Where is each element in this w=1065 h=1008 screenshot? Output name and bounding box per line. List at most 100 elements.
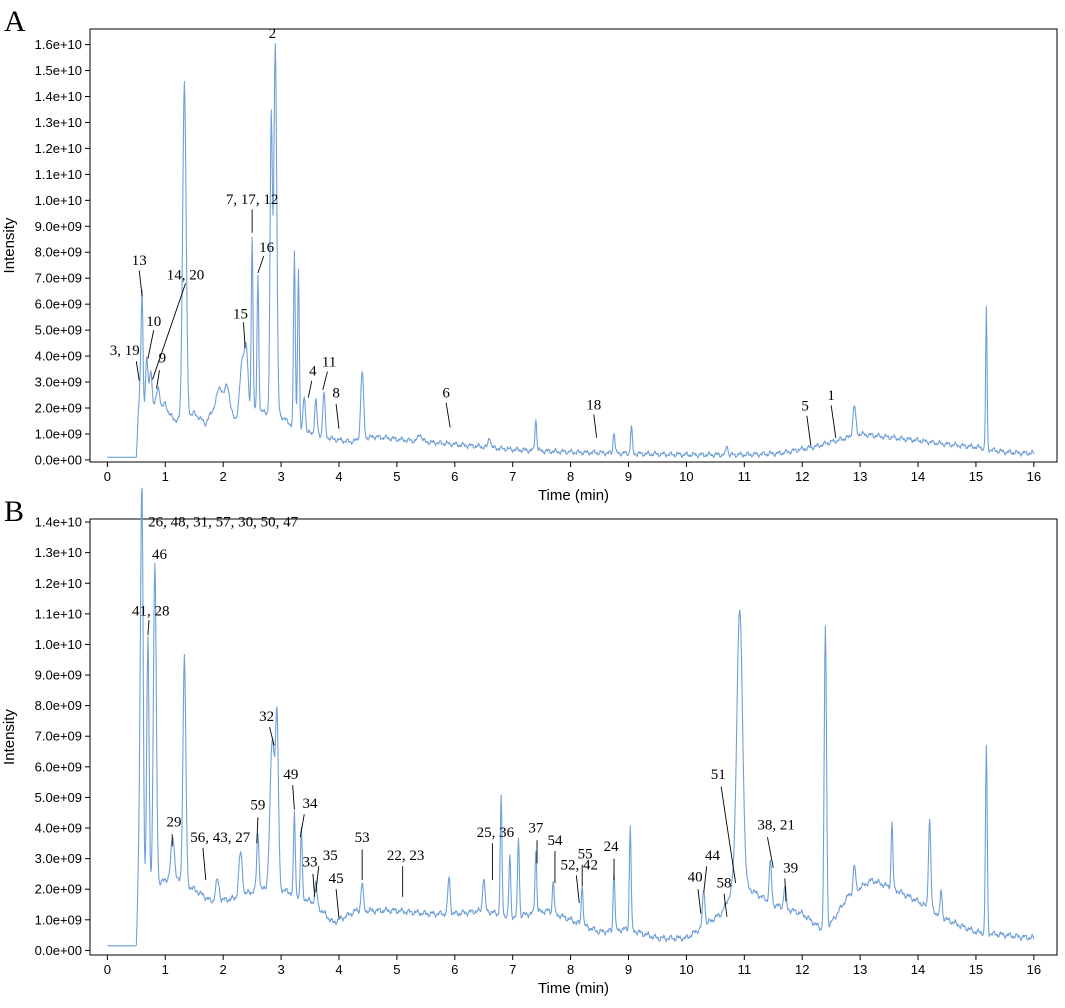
peak-leader-line xyxy=(575,875,580,904)
y-tick-label: 5.0e+09 xyxy=(35,323,82,338)
y-tick-label: 7.0e+09 xyxy=(35,271,82,286)
y-tick-label: 7.0e+09 xyxy=(35,729,82,744)
peak-label: 25, 36 xyxy=(477,825,515,841)
y-tick-label: 1.5e+10 xyxy=(35,63,82,78)
peak-label: 46 xyxy=(152,547,168,563)
peak-label: 3, 19 xyxy=(110,343,140,359)
peak-label: 40 xyxy=(688,870,703,886)
y-tick-label: 1.0e+10 xyxy=(35,193,82,208)
y-tick-label: 1.0e+10 xyxy=(35,637,82,652)
y-tick-label: 0.0e+00 xyxy=(35,452,82,467)
y-tick-label: 1.1e+10 xyxy=(35,167,82,182)
x-axis-title: Time (min) xyxy=(538,487,609,504)
y-tick-label: 1.3e+10 xyxy=(35,545,82,560)
x-tick-label: 5 xyxy=(393,962,400,977)
peak-leader-line xyxy=(723,893,728,917)
peak-leader-line xyxy=(257,255,265,274)
x-tick-label: 0 xyxy=(104,469,111,484)
peak-label: 18 xyxy=(586,397,601,413)
peak-label: 24 xyxy=(604,839,620,855)
y-tick-label: 2.0e+09 xyxy=(35,401,82,416)
x-tick-label: 5 xyxy=(393,469,400,484)
y-tick-label: 8.0e+09 xyxy=(35,245,82,260)
x-tick-label: 16 xyxy=(1027,469,1041,484)
peak-leader-line xyxy=(307,380,313,398)
x-tick-label: 9 xyxy=(625,962,632,977)
peak-label: 51 xyxy=(711,767,726,783)
peak-label: 56, 43, 27 xyxy=(190,830,251,846)
x-tick-label: 13 xyxy=(853,469,867,484)
peak-label: 58 xyxy=(717,876,732,892)
peak-label: 45 xyxy=(329,871,344,887)
x-tick-label: 10 xyxy=(679,962,693,977)
peak-leader-line xyxy=(784,878,787,902)
peak-leader-line xyxy=(593,414,598,438)
peak-leader-line xyxy=(147,619,150,636)
peak-label: 8 xyxy=(332,386,340,402)
x-tick-label: 15 xyxy=(969,469,983,484)
x-tick-label: 10 xyxy=(679,469,693,484)
y-tick-label: 1.4e+10 xyxy=(35,515,82,530)
peak-leader-line xyxy=(703,866,708,893)
peak-leader-line xyxy=(292,785,295,810)
peak-leader-line xyxy=(202,847,207,881)
chromatogram-panel-a: 0 1 2 3 4 5 6 7 8 9 10 11 12 13 14 15 160.0e+001.0e+092.… xyxy=(1,26,1058,504)
x-tick-label: 7 xyxy=(509,962,516,977)
peak-label: 44 xyxy=(705,848,721,864)
chromatogram-panel-b: 0 1 2 3 4 5 6 7 8 9 10 11 12 13 14 15 160.0e+001.0e+092.… xyxy=(1,487,1058,997)
peak-leader-line xyxy=(445,402,451,428)
peak-label: 7, 17, 12 xyxy=(226,192,279,208)
peak-label: 37 xyxy=(528,821,544,837)
x-tick-label: 1 xyxy=(162,962,169,977)
peak-label: 32 xyxy=(259,709,274,725)
peak-label: 54 xyxy=(547,833,563,849)
panel-letter-b: B xyxy=(4,495,24,528)
peak-label: 29 xyxy=(166,814,181,830)
x-tick-label: 14 xyxy=(911,962,925,977)
peak-leader-line xyxy=(830,405,837,438)
x-tick-label: 7 xyxy=(509,469,516,484)
x-tick-label: 2 xyxy=(220,962,227,977)
panel-letter-a: A xyxy=(4,5,26,38)
peak-label: 1 xyxy=(827,388,835,404)
x-tick-label: 2 xyxy=(220,469,227,484)
peak-leader-line xyxy=(806,415,812,446)
y-tick-label: 1.0e+09 xyxy=(35,912,82,927)
y-tick-label: 2.0e+09 xyxy=(35,882,82,897)
x-tick-label: 12 xyxy=(795,469,809,484)
peak-leader-line xyxy=(315,866,320,893)
peak-label: 14, 20 xyxy=(167,268,205,284)
x-tick-label: 4 xyxy=(335,469,342,484)
peak-leader-line xyxy=(269,726,275,746)
y-tick-label: 8.0e+09 xyxy=(35,698,82,713)
x-tick-label: 11 xyxy=(738,962,752,977)
peak-label: 13 xyxy=(132,253,147,269)
x-tick-label: 13 xyxy=(853,962,867,977)
peak-label: 9 xyxy=(159,351,167,367)
peak-label: 34 xyxy=(303,796,319,812)
peak-label: 10 xyxy=(146,314,161,330)
x-axis-title: Time (min) xyxy=(538,980,609,997)
peak-leader-line xyxy=(147,330,155,359)
peak-leader-line xyxy=(242,322,246,349)
peak-label: 39 xyxy=(783,860,798,876)
y-tick-label: 1.2e+10 xyxy=(35,141,82,156)
peak-label: 33 xyxy=(303,854,318,870)
y-tick-label: 3.0e+09 xyxy=(35,375,82,390)
y-tick-label: 1.2e+10 xyxy=(35,576,82,591)
y-tick-label: 1.3e+10 xyxy=(35,115,82,130)
peak-label: 49 xyxy=(283,767,298,783)
x-tick-label: 3 xyxy=(277,469,284,484)
peak-leader-line xyxy=(335,404,340,429)
peak-label: 55 xyxy=(578,847,593,863)
peak-leader-line xyxy=(256,817,259,844)
y-tick-label: 4.0e+09 xyxy=(35,821,82,836)
peak-leader-line xyxy=(322,371,328,390)
peak-label: 16 xyxy=(259,240,275,256)
y-tick-label: 1.0e+09 xyxy=(35,426,82,441)
peak-label: 5 xyxy=(801,399,809,415)
y-tick-label: 1.6e+10 xyxy=(35,37,82,52)
x-tick-label: 14 xyxy=(911,469,925,484)
y-tick-label: 6.0e+09 xyxy=(35,759,82,774)
